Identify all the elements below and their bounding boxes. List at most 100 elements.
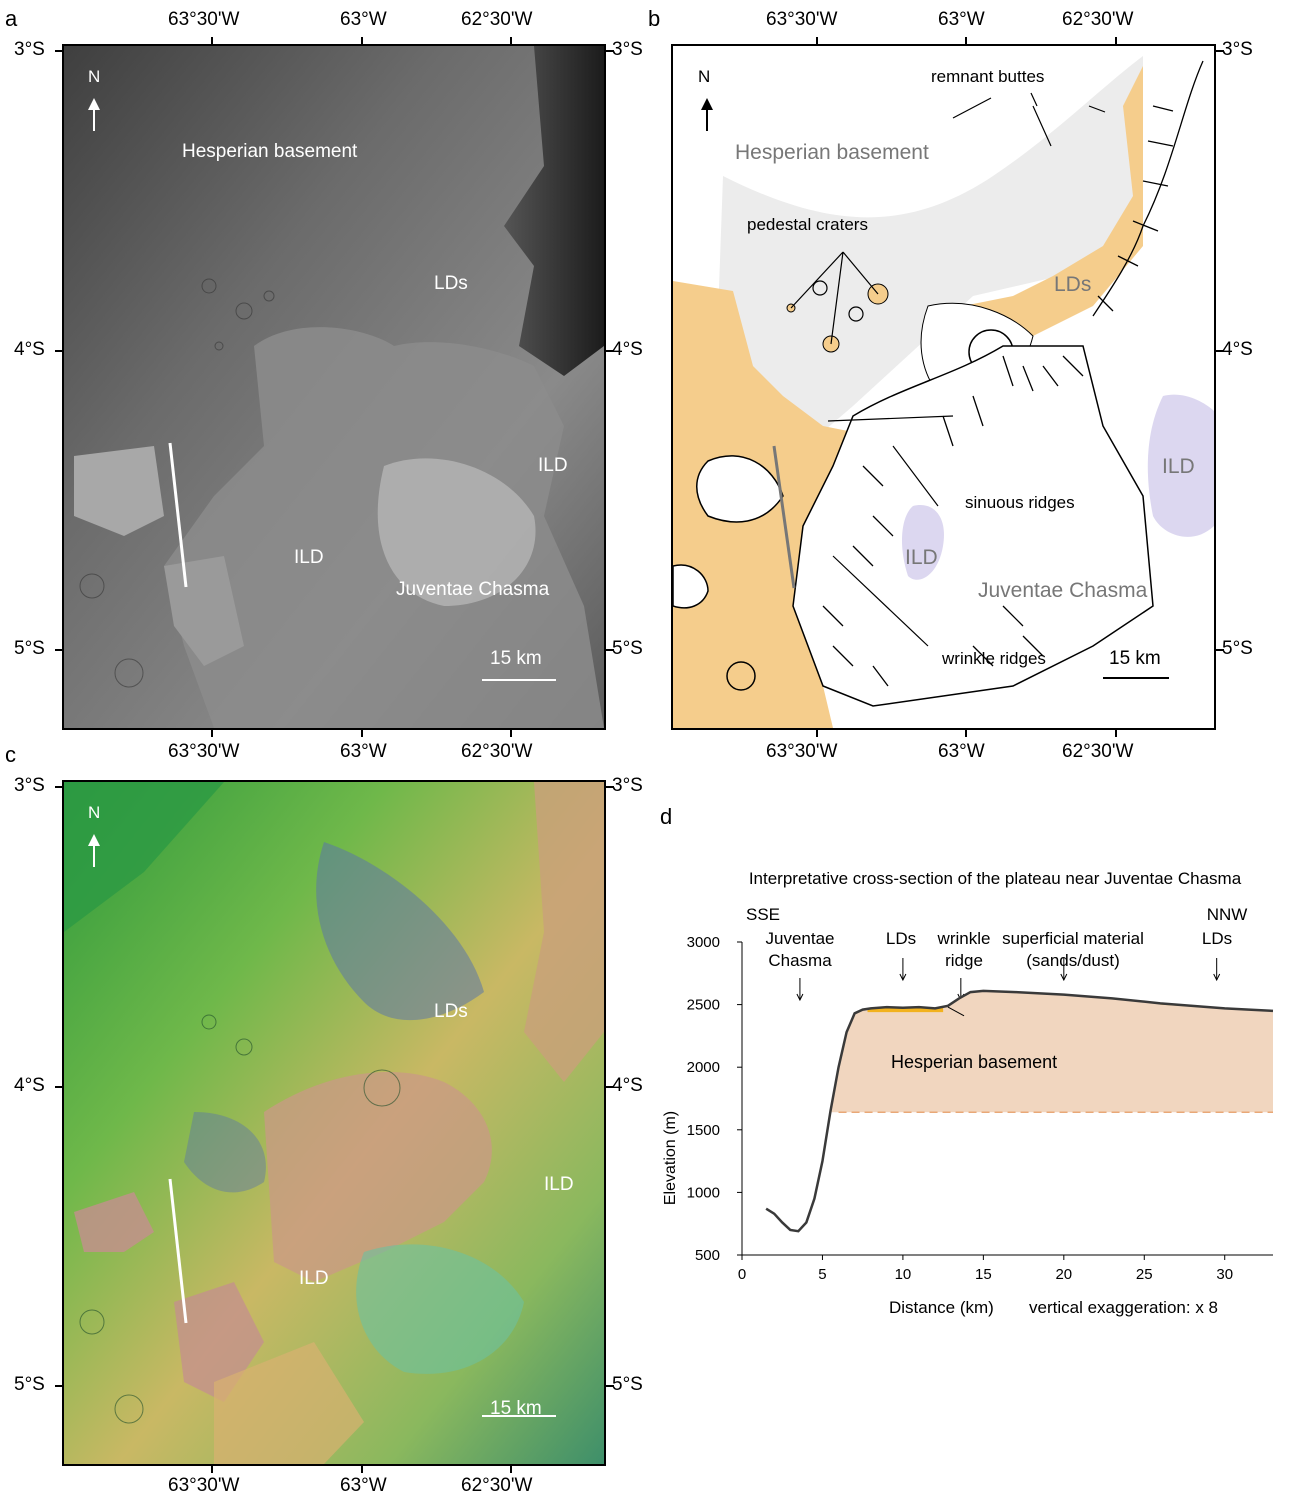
annotation-arrowhead [899,973,907,982]
y-tick-label: 1500 [687,1122,720,1139]
lds-right-label: LDs [1202,929,1232,948]
x-tick-label: 15 [975,1266,992,1283]
panel-b-lat-label: 3°S [1222,39,1253,60]
panel-b-lon-label-bottom: 63°W [938,741,985,762]
panel-b-lat-label: 4°S [1222,339,1253,360]
remnant-buttes-label: remnant buttes [931,67,1045,86]
ild-label: ILD [1162,455,1195,478]
panel-a-lon-label-bottom: 63°30'W [168,741,240,762]
annotation-arrowhead [796,993,804,1002]
panel-c-lon-label-bottom: 62°30'W [461,1475,533,1496]
superficial-label: superficial material [1002,929,1144,948]
profile-line [168,442,188,588]
panel-b-lon-label-bottom: 62°30'W [1062,741,1134,762]
superficial-label: (sands/dust) [1026,951,1120,970]
panel-c-lat-label: 4°S [14,1075,45,1096]
ild-label: ILD [544,1174,574,1195]
north-label: N [698,67,711,86]
annotation-arrowhead [1060,973,1068,982]
panel-c-lon-label-bottom: 63°30'W [168,1475,240,1496]
panel-c-lat-label: 5°S [14,1374,45,1395]
sinuous-ridge [827,415,954,422]
juventae-label: Chasma [768,951,832,970]
juventae-label: Juventae [766,929,835,948]
panel-b-lon-label-bottom: 63°30'W [766,741,838,762]
panel-b-letter: b [648,6,661,31]
wrinkle-ridges-label: wrinkle ridges [942,649,1046,668]
y-tick-label: 1000 [687,1184,720,1201]
panel-c-lat-label: 3°S [14,775,45,796]
panel-c-image: N LDs ILD ILD 15 km [62,780,606,1466]
lds-left-label: LDs [886,929,916,948]
annotation-arrowhead [1213,973,1221,982]
north-label: N [88,67,101,86]
x-tick-label: 0 [738,1266,746,1283]
lds-label: LDs [434,273,468,294]
north-arrow-icon [701,98,713,110]
plot-area: 0 5 10 15 20 25 30 500 1000 1500 2000 2500 3000 [687,934,1274,1283]
panel-a-lon-label-bottom: 63°W [340,741,387,762]
y-tick-label: 500 [695,1247,720,1264]
y-tick-label: 2000 [687,1059,720,1076]
color-elevation-image [64,782,604,1464]
x-axis-label: Distance (km) [889,1298,994,1317]
wrinkle-ridge-fault [947,1006,965,1017]
panel-b-lat-label: 5°S [1222,638,1253,659]
ild-area [901,505,944,580]
panel-d-letter: d [660,804,673,829]
panel-b-lon-label: 62°30'W [1062,9,1134,30]
x-tick-label: 20 [1055,1266,1072,1283]
ild-label: ILD [538,455,568,476]
panel-a-lat-label-right: 5°S [612,638,643,659]
panel-a-lat-label-right: 4°S [612,339,643,360]
panel-b-map: N remnant buttes Hesperian basement pede… [671,44,1216,730]
sinuous-ridges-label: sinuous ridges [965,493,1075,512]
panel-b-lon-label: 63°30'W [766,9,838,30]
geologic-map [673,56,1214,728]
scale-label: 15 km [1109,648,1161,669]
x-tick-label: 10 [895,1266,912,1283]
panel-a-lat-label: 5°S [14,638,45,659]
panel-c-lon-label-bottom: 63°W [340,1475,387,1496]
panel-c-lat-label-right: 4°S [612,1075,643,1096]
panel-a-lat-label: 3°S [14,39,45,60]
north-arrow-icon [88,98,100,110]
topographic-profile [765,989,1274,1233]
chart-title: Interpretative cross-section of the plat… [749,869,1242,888]
wrinkle-ridge-label: ridge [945,951,983,970]
panel-a-lon-label: 63°30'W [168,9,240,30]
nnw-label: NNW [1207,905,1248,924]
lds-label: LDs [434,1001,468,1022]
profile-line [168,1178,188,1324]
panel-c-lat-label-right: 3°S [612,775,643,796]
exaggeration-label: vertical exaggeration: x 8 [1029,1298,1218,1317]
hesperian-label: Hesperian basement [891,1052,1057,1072]
hesperian-label: Hesperian basement [735,141,929,164]
x-tick-label: 5 [818,1266,826,1283]
panel-c-letter: c [5,742,16,767]
annotations: Juventae Chasma LDs wrinkle ridge superf… [766,929,1233,970]
y-axis-label: Elevation (m) [662,1111,679,1205]
wrinkle-ridge-label: wrinkle [937,929,991,948]
panel-a-letter: a [5,6,18,31]
ild-label: ILD [299,1268,329,1289]
grayscale-terrain-image [64,46,604,728]
ild-label: ILD [905,546,938,569]
pedestal-craters-label: pedestal craters [747,215,868,234]
hesperian-basement-area [830,990,1273,1113]
panel-a-image: N Hesperian basement LDs ILD ILD Juventa… [62,44,606,730]
juventae-label: Juventae Chasma [978,579,1148,602]
ild-area [1147,394,1214,537]
scale-label: 15 km [490,648,542,669]
juventae-label: Juventae Chasma [396,579,550,600]
sse-label: SSE [746,905,780,924]
panel-a-lat-label-right: 3°S [612,39,643,60]
panel-b-lon-label: 63°W [938,9,985,30]
scale-label: 15 km [490,1398,542,1419]
north-arrow-icon [88,834,100,846]
cross-section-chart: Interpretative cross-section of the plat… [662,869,1274,1317]
x-tick-label: 25 [1136,1266,1153,1283]
hesperian-basement-area [713,56,1143,466]
panel-c-lat-label-right: 5°S [612,1374,643,1395]
lds-label: LDs [1054,273,1092,296]
